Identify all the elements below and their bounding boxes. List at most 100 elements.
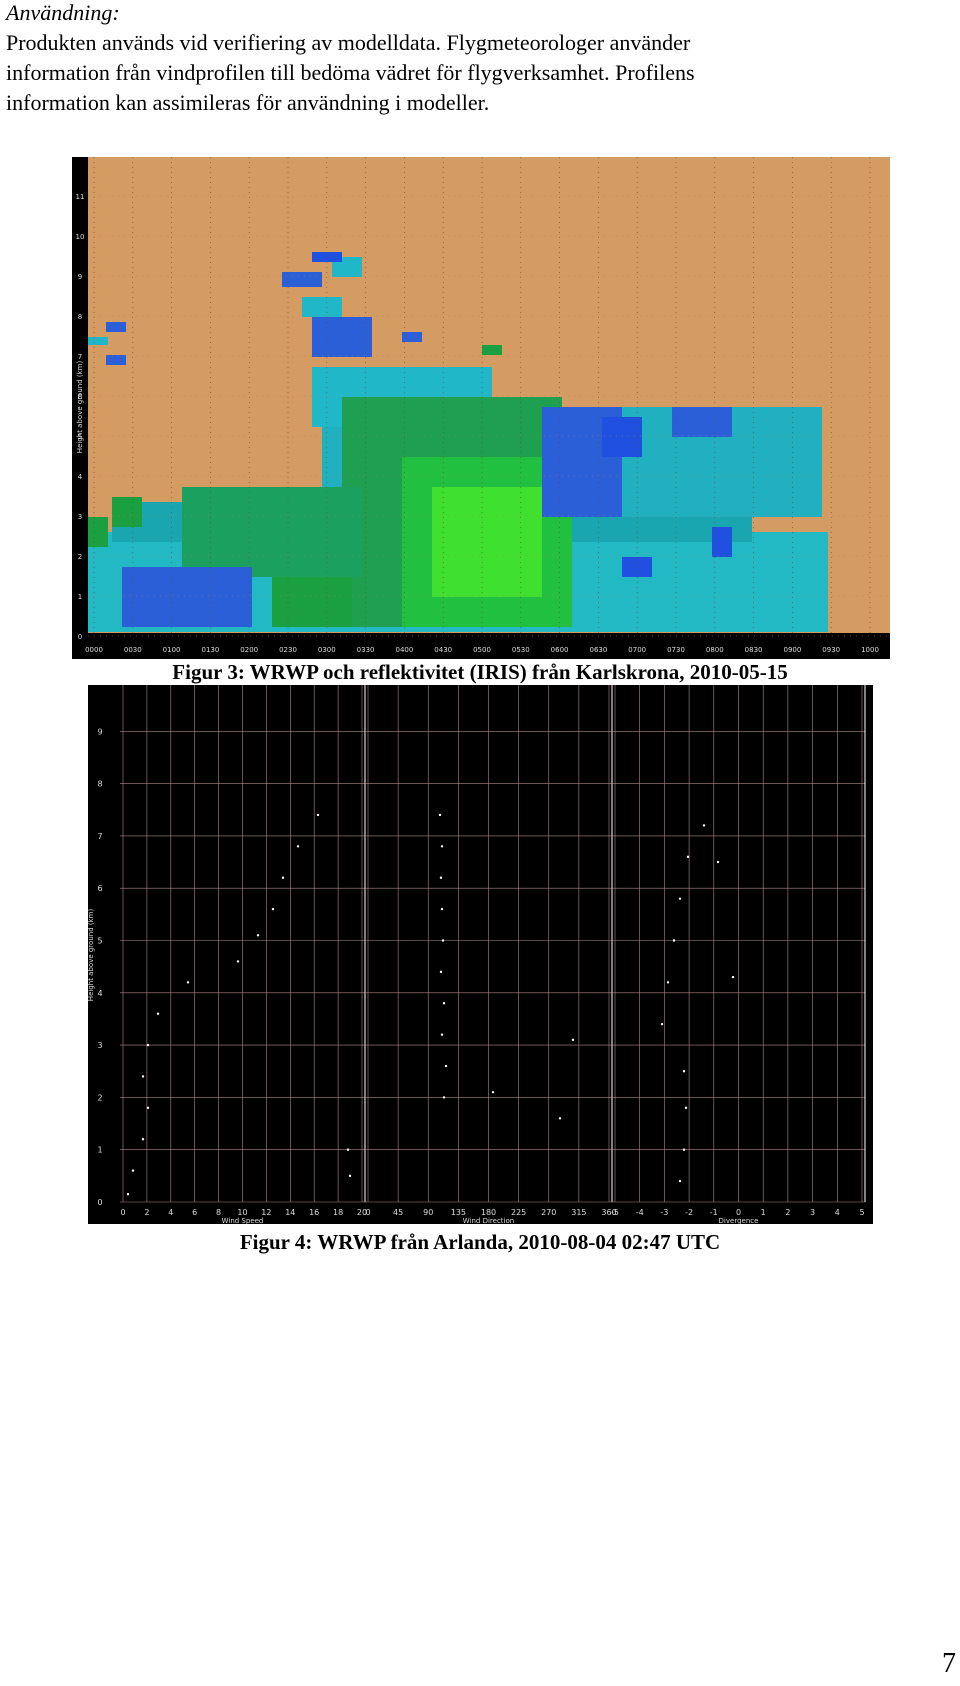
y-tick-label: 8 xyxy=(97,780,102,789)
panel-title: Divergence xyxy=(719,1217,759,1224)
x-tick-label: 0730 xyxy=(667,646,685,654)
panel-title: Wind Direction xyxy=(463,1217,514,1224)
figure-caption: Figur 4: WRWP från Arlanda, 2010-08-04 0… xyxy=(239,1230,721,1254)
profile-dot xyxy=(131,1169,135,1172)
x-tick-label: 0330 xyxy=(357,646,375,654)
figure-4: 012345678910Height above ground (km)0246… xyxy=(88,685,873,1224)
panel-title: Wind Speed xyxy=(222,1217,264,1224)
x-tick-label: -2 xyxy=(685,1208,693,1217)
profile-dot xyxy=(444,1064,448,1068)
profile-dot xyxy=(440,907,444,911)
x-tick-label: 90 xyxy=(423,1208,433,1217)
x-tick-label: -4 xyxy=(636,1208,644,1217)
x-tick-label: 180 xyxy=(481,1208,496,1217)
profile-dot xyxy=(678,897,682,900)
profile-dot xyxy=(686,855,690,859)
x-tick-label: -3 xyxy=(660,1208,668,1217)
x-tick-label: 0200 xyxy=(240,646,258,654)
x-tick-label: 0 xyxy=(365,1208,370,1217)
y-tick-label: 0 xyxy=(78,633,82,641)
x-tick-label: 0830 xyxy=(745,646,763,654)
y-tick-label: 3 xyxy=(97,1041,102,1050)
x-tick-label: 1 xyxy=(761,1208,766,1217)
profile-dot xyxy=(571,1038,575,1042)
x-tick-label: 0600 xyxy=(551,646,569,654)
x-tick-label: 0930 xyxy=(822,646,840,654)
profile-dot xyxy=(678,1179,682,1183)
x-tick-label: 4 xyxy=(168,1208,173,1217)
paragraph-line: information kan assimileras för användni… xyxy=(6,90,490,115)
profile-dot xyxy=(346,1148,350,1151)
profile-dot xyxy=(141,1138,145,1141)
x-tick-label: 0130 xyxy=(201,646,219,654)
profile-dot xyxy=(439,876,443,879)
page-number: 7 xyxy=(942,1648,956,1679)
profile-dot xyxy=(296,845,300,848)
profile-dot xyxy=(281,876,285,879)
x-tick-label: 0030 xyxy=(124,646,142,654)
y-tick-label: 5 xyxy=(78,433,82,441)
y-tick-label: 4 xyxy=(78,473,83,481)
y-tick-label: 8 xyxy=(78,313,82,321)
x-tick-label: 360 xyxy=(601,1208,616,1217)
y-tick-label: 4 xyxy=(97,989,102,998)
x-tick-label: 5 xyxy=(859,1208,864,1217)
profile-dot xyxy=(716,860,720,864)
y-tick-label: 7 xyxy=(78,353,82,361)
x-tick-label: 0000 xyxy=(85,646,103,654)
x-tick-label: 14 xyxy=(285,1208,295,1217)
x-tick-label: 0500 xyxy=(473,646,491,654)
profile-dot xyxy=(442,1002,446,1005)
x-tick-label: 12 xyxy=(261,1208,271,1217)
x-tick-label: -1 xyxy=(710,1208,718,1217)
profile-dot xyxy=(672,939,676,942)
y-tick-label: 3 xyxy=(78,513,82,521)
figure-caption: Figur 3: WRWP och reflektivitet (IRIS) f… xyxy=(172,660,788,684)
x-tick-label: 135 xyxy=(451,1208,466,1217)
y-tick-label: 6 xyxy=(78,393,83,401)
x-tick-label: -5 xyxy=(611,1208,619,1217)
x-tick-label: 0630 xyxy=(589,646,607,654)
profile-dot xyxy=(731,975,735,979)
profile-dot xyxy=(666,981,670,984)
x-tick-label: 1000 xyxy=(861,646,879,654)
profile-dot xyxy=(491,1090,495,1094)
x-tick-label: 0430 xyxy=(434,646,452,654)
x-tick-label: 0700 xyxy=(628,646,646,654)
x-tick-label: 0400 xyxy=(395,646,413,654)
x-tick-label: 0900 xyxy=(783,646,801,654)
x-tick-label: 315 xyxy=(571,1208,586,1217)
profile-dot xyxy=(440,1033,444,1036)
x-tick-label: 8 xyxy=(216,1208,221,1217)
x-tick-label: 16 xyxy=(309,1208,319,1217)
profile-dot xyxy=(126,1192,130,1196)
heading: Användning: xyxy=(6,0,120,25)
y-tick-label: 2 xyxy=(78,553,82,561)
profile-dot xyxy=(156,1012,160,1015)
y-tick-label: 7 xyxy=(97,832,102,841)
profile-dot xyxy=(439,970,443,974)
x-tick-label: 2 xyxy=(785,1208,790,1217)
y-tick-label: 10 xyxy=(76,233,85,241)
profile-dot xyxy=(146,1106,150,1110)
y-tick-label: 5 xyxy=(97,937,102,946)
figure-3: 0 1 2 3 4 5 6 7 8 9 10 11 0000 0030 0100 0130 0200 0230 03… xyxy=(72,157,890,659)
x-tick-label: 10 xyxy=(237,1208,247,1217)
x-tick-label: 2 xyxy=(144,1208,149,1217)
x-tick-label: 3 xyxy=(810,1208,815,1217)
x-tick-label: 6 xyxy=(192,1208,197,1217)
profile-dot xyxy=(441,939,445,942)
x-tick-label: 270 xyxy=(541,1208,556,1217)
y-tick-label: 2 xyxy=(97,1093,102,1102)
y-tick-label: 9 xyxy=(97,727,102,736)
y-axis-label: Height above ground (km) xyxy=(76,361,84,454)
x-tick-label: 0800 xyxy=(706,646,724,654)
profile-dot xyxy=(660,1022,664,1026)
profile-dot xyxy=(316,813,320,817)
y-tick-label: 1 xyxy=(78,593,82,601)
profile-dot xyxy=(186,981,190,984)
profile-dot xyxy=(702,824,706,827)
y-tick-label: 9 xyxy=(78,273,82,281)
x-tick-label: 0530 xyxy=(512,646,530,654)
